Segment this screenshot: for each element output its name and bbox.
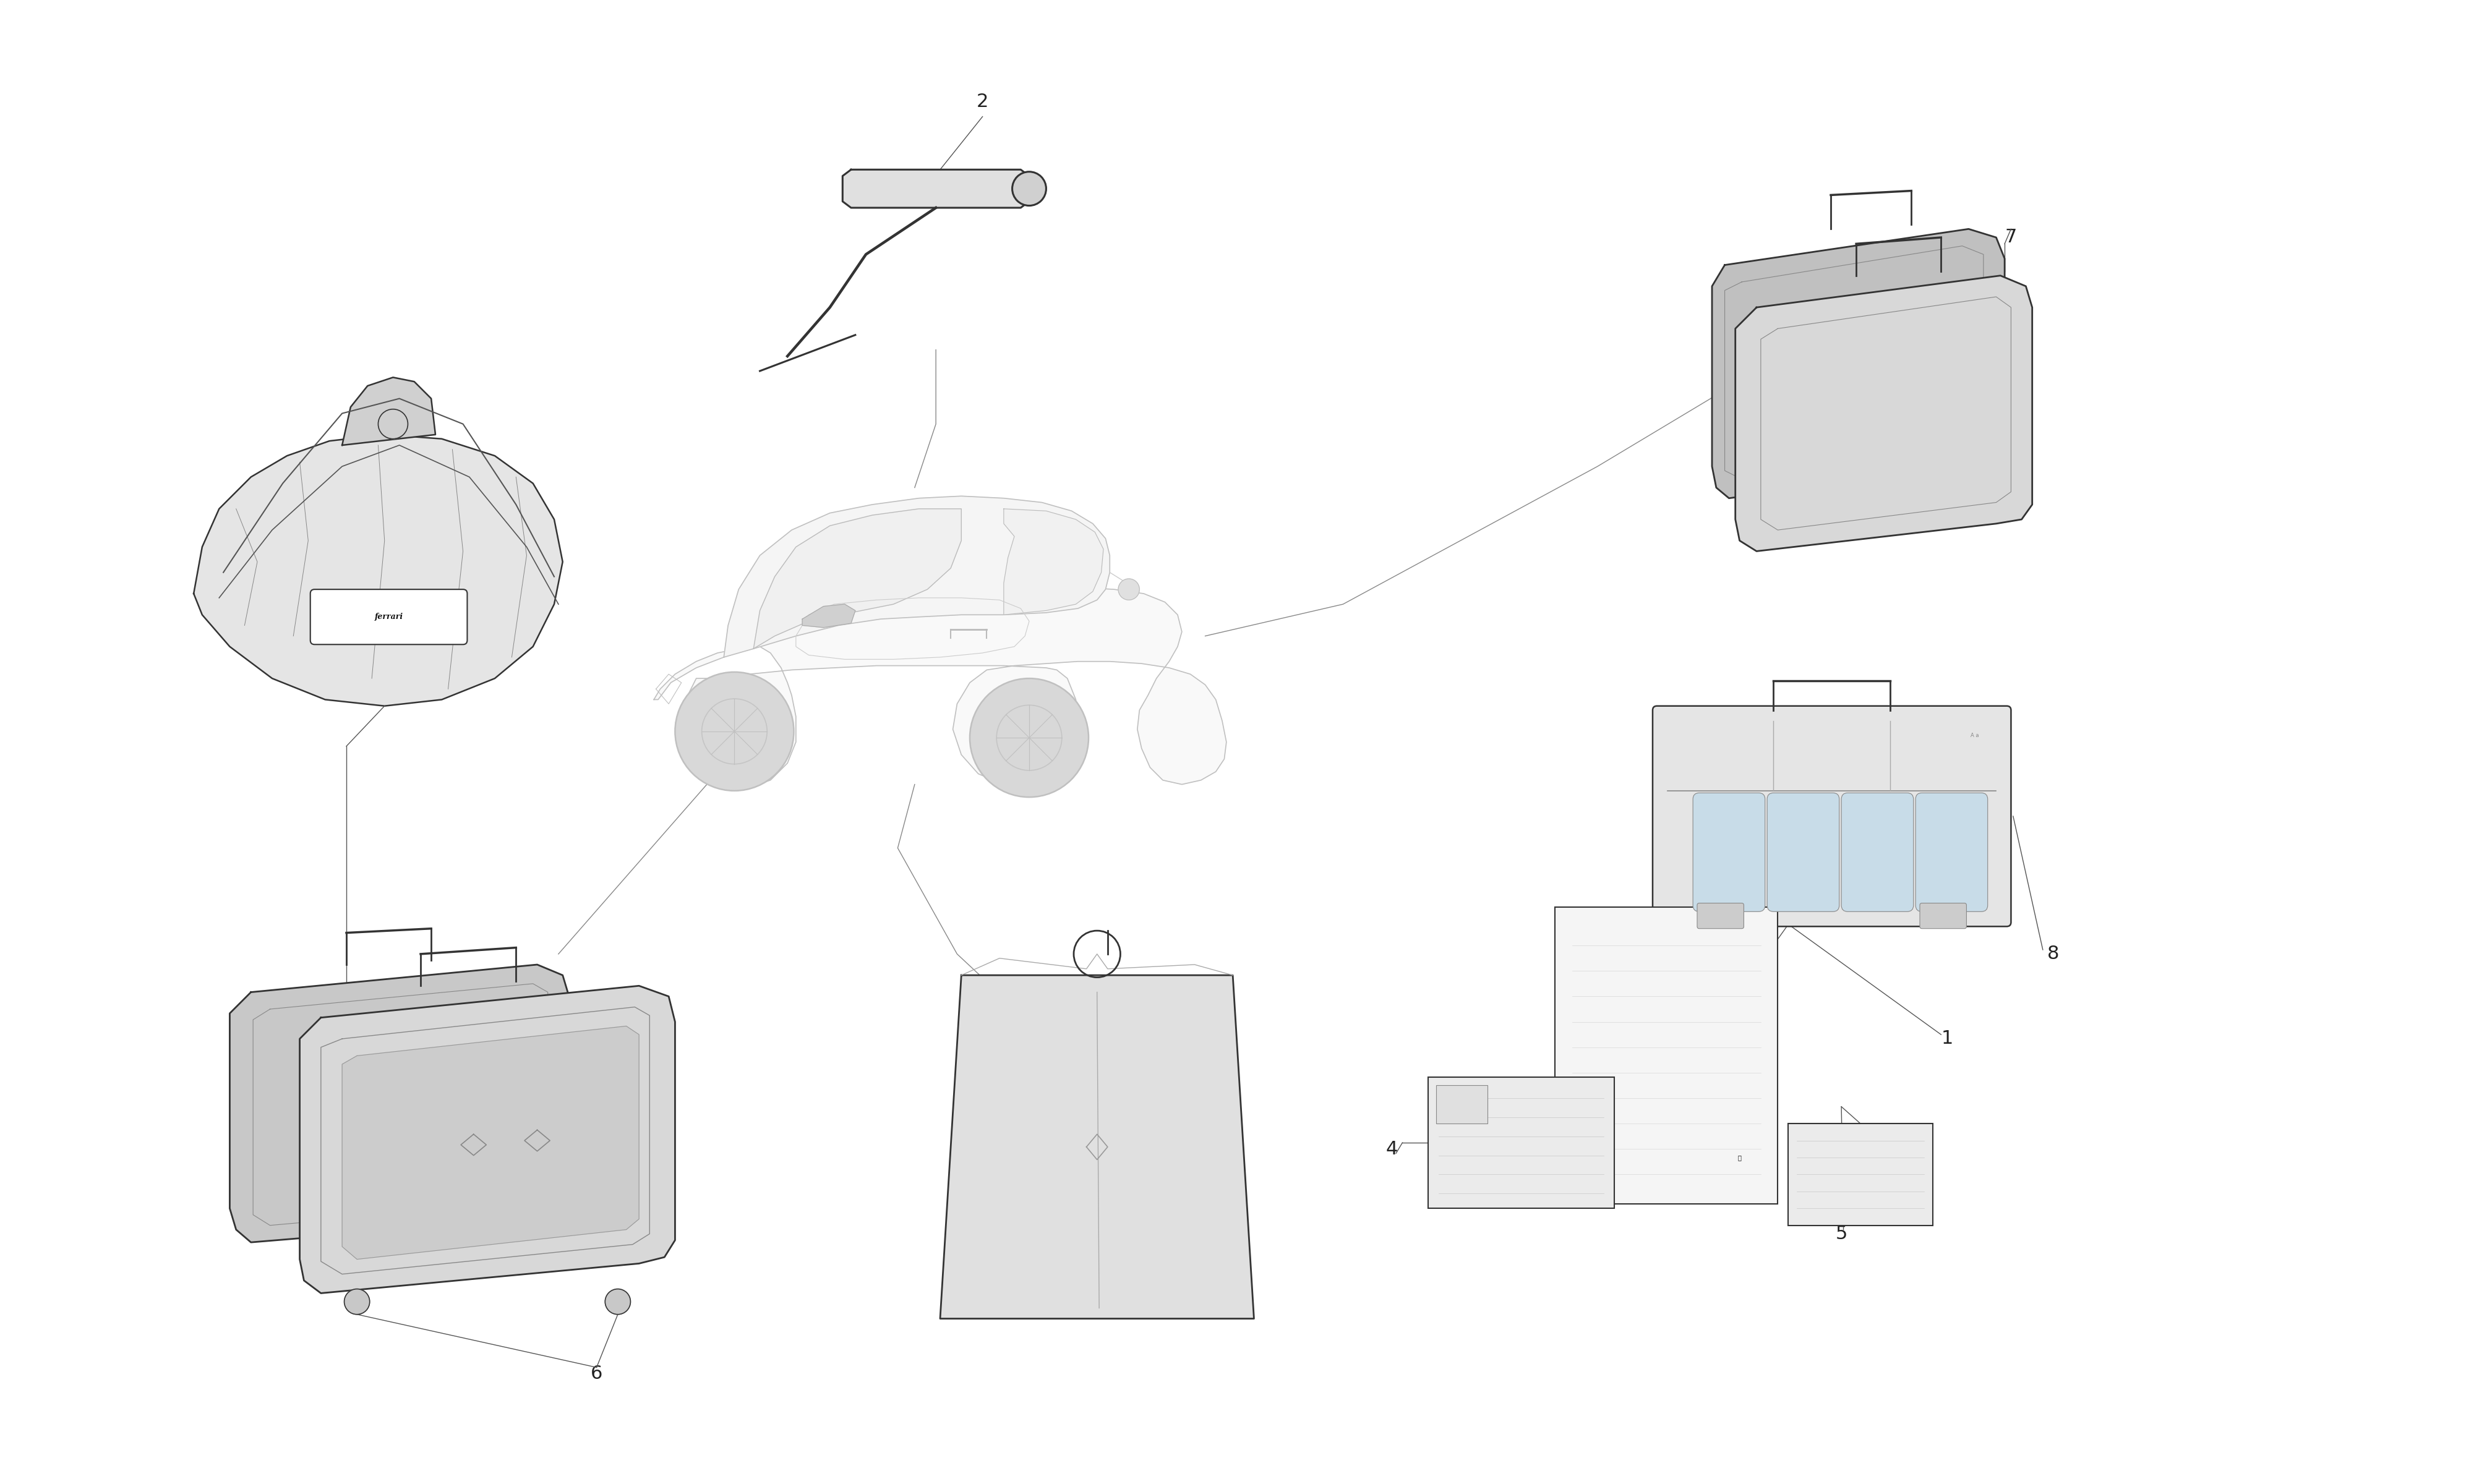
Polygon shape [940, 975, 1254, 1319]
Polygon shape [299, 985, 675, 1293]
Polygon shape [341, 1025, 638, 1260]
Circle shape [675, 672, 794, 791]
Text: A a: A a [1972, 733, 1979, 739]
Text: 1: 1 [1942, 1030, 1954, 1048]
Polygon shape [653, 588, 1227, 788]
Polygon shape [1734, 276, 2031, 551]
Circle shape [1074, 930, 1121, 978]
Polygon shape [725, 496, 1111, 657]
Polygon shape [230, 965, 569, 1242]
Text: 4: 4 [1385, 1140, 1398, 1158]
Circle shape [606, 1290, 631, 1315]
FancyBboxPatch shape [1920, 904, 1967, 929]
Text: 3: 3 [341, 1273, 351, 1291]
Circle shape [1012, 172, 1047, 206]
Circle shape [970, 678, 1089, 797]
FancyBboxPatch shape [1915, 792, 1987, 911]
Polygon shape [341, 377, 435, 445]
FancyBboxPatch shape [1692, 792, 1764, 911]
FancyBboxPatch shape [1427, 1077, 1616, 1208]
Text: 8: 8 [2048, 945, 2058, 963]
FancyBboxPatch shape [1437, 1085, 1487, 1123]
Text: 7: 7 [2004, 229, 2016, 246]
Text: 2: 2 [977, 93, 990, 111]
FancyBboxPatch shape [1766, 792, 1838, 911]
Circle shape [379, 410, 408, 439]
Polygon shape [844, 169, 1029, 208]
FancyBboxPatch shape [1789, 1123, 1932, 1226]
Text: 🐎: 🐎 [1737, 1155, 1742, 1160]
Text: 5: 5 [1836, 1224, 1848, 1242]
FancyBboxPatch shape [1653, 706, 2011, 926]
Circle shape [344, 1290, 369, 1315]
Polygon shape [193, 435, 562, 706]
Polygon shape [1004, 509, 1103, 614]
FancyBboxPatch shape [309, 589, 468, 644]
FancyBboxPatch shape [1697, 904, 1744, 929]
FancyBboxPatch shape [1556, 907, 1779, 1204]
Text: ferrari: ferrari [374, 613, 403, 620]
Text: 6: 6 [591, 1365, 604, 1383]
Polygon shape [755, 509, 962, 649]
Polygon shape [1712, 229, 2004, 499]
Circle shape [1118, 579, 1141, 600]
FancyBboxPatch shape [1841, 792, 1912, 911]
Polygon shape [802, 604, 856, 628]
